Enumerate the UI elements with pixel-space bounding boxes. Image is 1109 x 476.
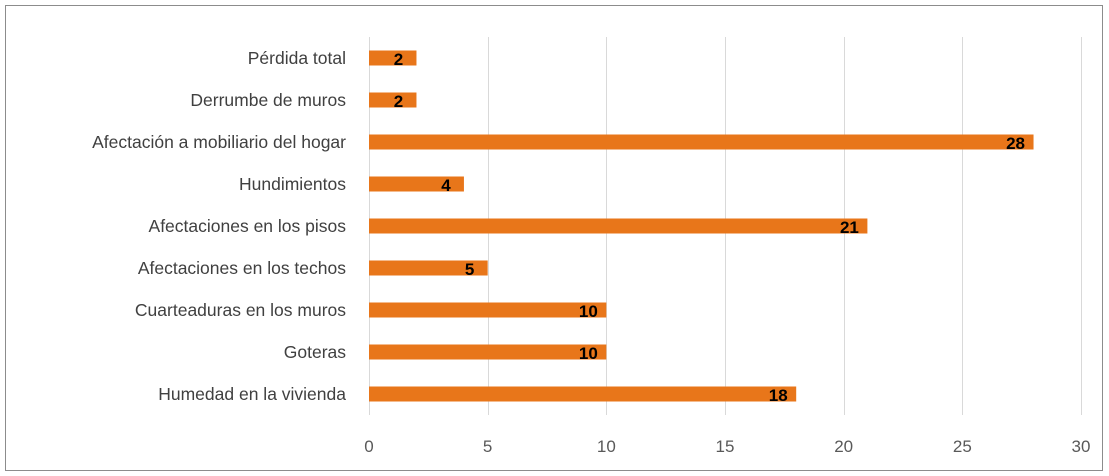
data-label: 10 [579, 344, 598, 363]
data-label: 18 [769, 386, 788, 405]
category-label: Derrumbe de muros [190, 90, 346, 110]
category-label: Hundimientos [239, 174, 346, 194]
bar [369, 218, 868, 234]
category-label: Afectación a mobiliario del hogar [92, 132, 346, 152]
category-labels: Pérdida total Derrumbe de muros Afectación… [92, 48, 346, 404]
category-label: Cuarteaduras en los muros [135, 300, 346, 320]
x-tick-label: 5 [483, 437, 492, 456]
bar [369, 176, 464, 192]
bar [369, 302, 607, 318]
bar [369, 260, 488, 276]
x-tick-label: 10 [597, 437, 616, 456]
data-label: 10 [579, 302, 598, 321]
data-label: 28 [1006, 134, 1025, 153]
x-tick-labels: 0 5 10 15 20 25 30 [364, 437, 1090, 456]
bar [369, 134, 1034, 150]
bar [369, 92, 417, 108]
category-label: Afectaciones en los pisos [149, 216, 347, 236]
x-tick-label: 15 [716, 437, 735, 456]
data-labels: 2 2 28 4 21 5 10 10 18 [394, 50, 1025, 405]
x-tick-label: 20 [834, 437, 853, 456]
x-tick-label: 25 [953, 437, 972, 456]
data-label: 21 [840, 218, 859, 237]
data-label: 5 [465, 260, 474, 279]
bars [369, 50, 1034, 402]
data-label: 2 [394, 92, 403, 111]
bar [369, 386, 797, 402]
x-tick-label: 30 [1072, 437, 1091, 456]
x-tick-label: 0 [364, 437, 373, 456]
category-label: Pérdida total [248, 48, 346, 68]
category-label: Afectaciones en los techos [138, 258, 346, 278]
bar [369, 50, 417, 66]
data-label: 4 [441, 176, 451, 195]
bar [369, 344, 607, 360]
category-label: Goteras [284, 342, 346, 362]
category-label: Humedad en la vivienda [158, 384, 346, 404]
data-label: 2 [394, 50, 403, 69]
